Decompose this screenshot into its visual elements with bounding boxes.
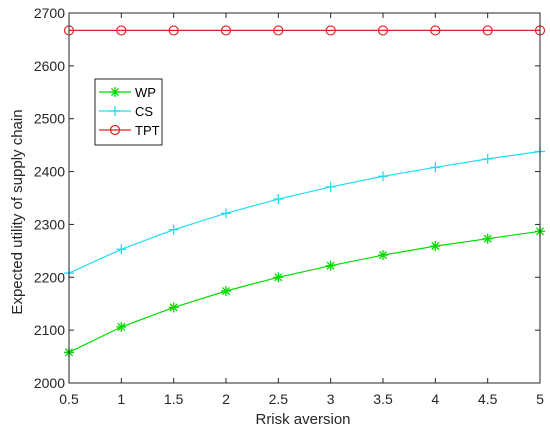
data-point-tpt-8 [430,25,441,36]
legend-label-wp: WP [135,85,156,100]
plot-area [69,13,540,383]
y-tick-label: 2700 [34,5,65,21]
data-point-tpt-5 [273,25,284,36]
y-tick-label: 2100 [34,322,65,338]
y-tick-label: 2300 [34,216,65,232]
data-point-cs-9 [482,153,493,164]
data-point-cs-6 [325,181,336,192]
legend-item-cs: CS [99,104,153,119]
legend-label-tpt: TPT [135,123,160,138]
data-point-tpt-6 [325,25,336,36]
data-point-tpt-3 [168,25,179,36]
y-tick-label: 2600 [34,58,65,74]
data-point-cs-4 [221,208,231,219]
data-point-cs-5 [273,194,284,205]
x-tick-label: 4 [431,391,439,407]
y-axis-label: Expected utility of supply chain [9,109,26,314]
legend-swatch-marker [109,124,121,136]
x-tick-label: 5 [536,391,544,407]
x-tick-label: 1.5 [164,391,184,407]
y-tick-label: 2200 [34,269,65,285]
x-tick-label: 2.5 [269,391,289,407]
y-tick-label: 2000 [34,375,65,391]
x-tick-label: 4.5 [478,391,498,407]
data-point-cs-2 [116,244,127,255]
x-axis-label: Rrisk aversion [255,411,350,428]
data-point-tpt-9 [482,25,493,36]
data-point-cs-7 [378,171,388,182]
axes-box [68,12,541,384]
data-point-tpt-2 [116,25,127,36]
data-point-wp-4 [221,286,231,297]
legend-swatch-marker [110,106,120,116]
data-point-wp-8 [430,241,441,252]
x-tick-label: 3.5 [373,391,393,407]
x-tick-label: 2 [222,391,230,407]
y-tick-label: 2500 [34,111,65,127]
legend-label-cs: CS [135,104,153,119]
data-point-tpt-7 [377,25,389,36]
legend-item-tpt: TPT [99,123,160,138]
legend-swatch-marker [110,87,120,97]
data-point-wp-6 [325,260,336,271]
series-line-cs [68,150,541,274]
data-point-wp-7 [378,250,388,261]
legend-item-wp: WP [99,85,156,100]
legend: WP CS TPT [94,78,163,146]
x-tick-label: 3 [327,391,335,407]
series-line-wp [68,230,541,353]
data-point-tpt-4 [220,25,232,36]
data-point-cs-8 [430,162,441,173]
legend-box [94,78,163,146]
data-point-wp-9 [482,233,493,244]
y-tick-label: 2400 [34,164,65,180]
x-tick-label: 0.5 [59,391,79,407]
data-point-wp-5 [273,272,284,283]
data-point-wp-2 [116,321,127,332]
data-point-cs-3 [168,224,179,235]
x-tick-label: 1 [117,391,125,407]
axes: 0.5 1 1.5 2 2.5 3 3.5 4 4.5 5 2000 2100 2200 2300 2400… [34,5,544,407]
data-point-wp-3 [168,302,179,313]
